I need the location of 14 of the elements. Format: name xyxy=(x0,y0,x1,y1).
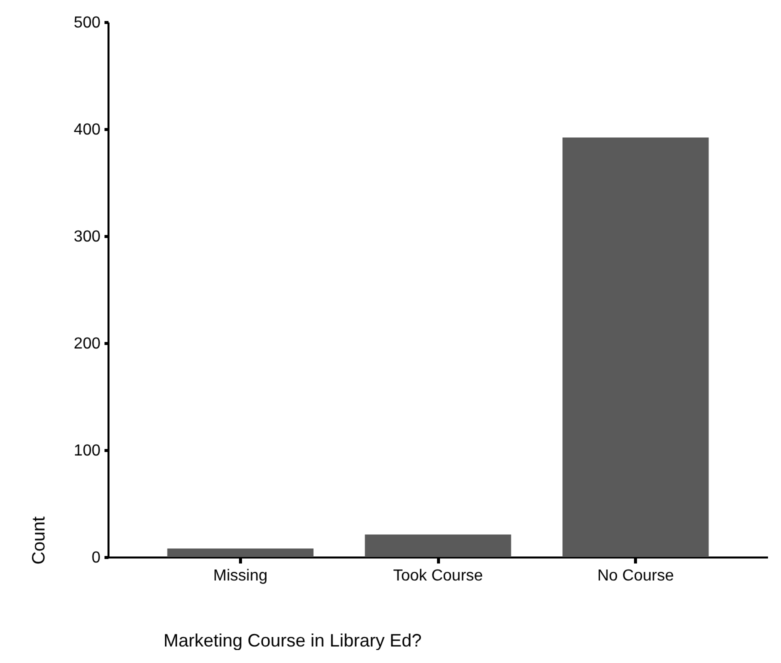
y-tick-label: 0 xyxy=(92,550,101,566)
x-axis-title: Marketing Course in Library Ed? xyxy=(164,630,422,650)
bar xyxy=(167,548,314,557)
x-tick-label: Took Course xyxy=(393,568,484,584)
y-tick-label: 500 xyxy=(74,14,101,32)
y-axis-title: Count xyxy=(28,516,48,564)
y-tick-label: 100 xyxy=(74,442,101,460)
y-tick-label: 300 xyxy=(74,228,101,246)
x-tick-label: Missing xyxy=(213,568,268,584)
y-tick-label: 400 xyxy=(74,122,101,138)
bar xyxy=(562,138,709,557)
y-tick-label: 200 xyxy=(74,336,101,352)
x-tick-label: No Course xyxy=(597,568,674,584)
bar xyxy=(364,534,512,557)
